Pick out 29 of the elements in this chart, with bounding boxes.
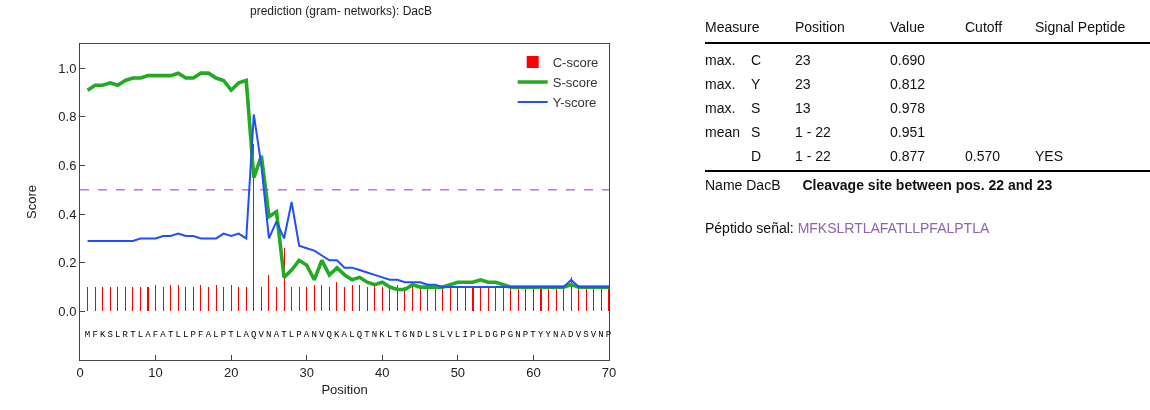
x-tick-label: 0 <box>76 364 84 380</box>
x-tick-label: 10 <box>148 364 163 380</box>
legend-label: S-score <box>552 75 598 91</box>
chart-title: prediction (gram- networks): DacB <box>249 3 433 18</box>
y-tick-label: 0.0 <box>58 303 77 319</box>
x-tick-label: 20 <box>223 364 239 380</box>
text: Péptido señal: MFKSLRTLAFATLLPFALPTLA <box>705 220 990 236</box>
legend-label: Y-score <box>552 94 597 110</box>
text: mean S 1 - 22 0.951 <box>705 124 926 140</box>
x-axis-title: Position <box>321 382 368 398</box>
line-series <box>86 113 609 289</box>
y-tick-label: 0.8 <box>58 109 77 125</box>
x-tick-label: 40 <box>375 364 390 380</box>
text: Measure Position Value Cutoff Signal Peptide <box>705 19 1126 35</box>
y-tick-label: 1.0 <box>58 60 77 76</box>
x-tick-label: 60 <box>526 364 541 380</box>
text: max. Y 23 0.812 <box>705 76 926 92</box>
y-tick-label: 0.2 <box>58 255 77 271</box>
x-tick-label: 50 <box>450 364 466 380</box>
text: max. S 13 0.978 <box>705 100 926 116</box>
x-tick-label: 70 <box>601 364 617 380</box>
x-tick-label: 30 <box>299 364 314 380</box>
text: Name DacB Cleavage site between pos. 22 and 23 <box>705 177 1053 193</box>
text: max. C 23 0.690 <box>705 52 926 68</box>
y-axis-title: Score <box>24 185 40 219</box>
text: D 1 - 22 0.877 0.570 YES <box>751 148 1064 164</box>
legend-label: C-score <box>552 55 599 71</box>
y-tick-label: 0.4 <box>58 206 77 222</box>
y-tick-label: 0.6 <box>58 158 77 174</box>
